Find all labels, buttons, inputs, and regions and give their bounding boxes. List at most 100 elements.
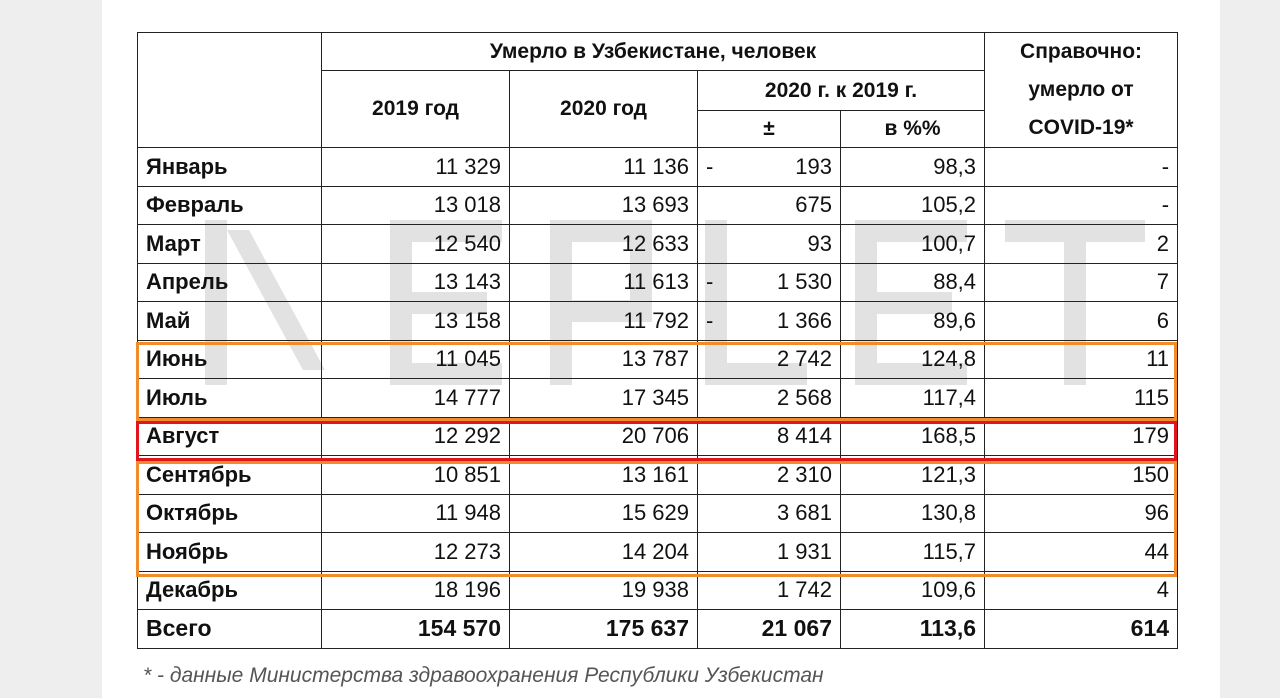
month-cell: Август bbox=[137, 416, 322, 456]
value-2020-cell: 13 787 bbox=[509, 339, 698, 379]
percent-cell: 115,7 bbox=[839, 532, 986, 572]
value-2019-cell: 11 045 bbox=[321, 339, 510, 379]
value-2019-cell: 11 948 bbox=[321, 493, 510, 533]
month-cell: Декабрь bbox=[137, 570, 322, 610]
total-2019: 154 570 bbox=[321, 609, 510, 649]
percent-cell: 109,6 bbox=[839, 570, 986, 610]
percent-cell: 98,3 bbox=[839, 147, 986, 187]
header-ref-line-2: умерло от bbox=[1028, 78, 1134, 101]
diff-value: 1 931 bbox=[776, 538, 832, 564]
header-diff: ± bbox=[697, 110, 841, 148]
month-cell: Ноябрь bbox=[137, 532, 322, 572]
diff-value: 2 568 bbox=[776, 384, 832, 410]
covid-cell: 96 bbox=[984, 493, 1179, 533]
value-2019-cell: 13 158 bbox=[321, 301, 510, 341]
value-2020-cell: 17 345 bbox=[509, 378, 698, 418]
diff-value: 675 bbox=[795, 192, 832, 218]
month-cell: Апрель bbox=[137, 262, 322, 302]
table-row: Январь 11 329 11 136-193 98,3- bbox=[137, 147, 1179, 187]
diff-cell: - 193 bbox=[697, 147, 841, 187]
month-cell: Сентябрь bbox=[137, 455, 322, 495]
value-2019-cell: 12 292 bbox=[321, 416, 510, 456]
header-percent: в %% bbox=[839, 110, 986, 148]
percent-cell: 168,5 bbox=[839, 416, 986, 456]
covid-cell: 2 bbox=[984, 224, 1179, 264]
percent-cell: 124,8 bbox=[839, 339, 986, 379]
header-2020: 2020 год bbox=[509, 70, 698, 148]
value-2020-cell: 19 938 bbox=[509, 570, 698, 610]
value-2019-cell: 12 540 bbox=[321, 224, 510, 264]
diff-cell: 2 568 bbox=[697, 378, 841, 418]
percent-cell: 130,8 bbox=[839, 493, 986, 533]
diff-value: 1 742 bbox=[776, 577, 832, 603]
covid-cell: 179 bbox=[984, 416, 1179, 456]
value-2019-cell: 18 196 bbox=[321, 570, 510, 610]
diff-cell: 8 414 bbox=[697, 416, 841, 456]
diff-cell: 93 bbox=[697, 224, 841, 264]
header-ref-column: Справочно: умерло от COVID-19* bbox=[984, 32, 1179, 148]
percent-cell: 100,7 bbox=[839, 224, 986, 264]
table-row: Февраль 13 018 13 693 675 105,2- bbox=[137, 185, 1179, 225]
percent-cell: 105,2 bbox=[839, 185, 986, 225]
covid-cell: 150 bbox=[984, 455, 1179, 495]
header-group-title: Умерло в Узбекистане, человек bbox=[320, 32, 986, 71]
covid-cell: 44 bbox=[984, 532, 1179, 572]
percent-cell: 89,6 bbox=[839, 301, 986, 341]
diff-value: 2 742 bbox=[776, 346, 832, 372]
header-2019: 2019 год bbox=[321, 70, 510, 148]
value-2019-cell: 10 851 bbox=[321, 455, 510, 495]
diff-cell: - 1 530 bbox=[697, 262, 841, 302]
total-diff: 21 067 bbox=[697, 609, 841, 649]
table-row: Сентябрь 10 851 13 161 2 310 121,3 150 bbox=[137, 455, 1179, 495]
diff-value: 193 bbox=[795, 153, 832, 179]
value-2020-cell: 11 136 bbox=[509, 147, 698, 187]
month-cell: Июль bbox=[137, 378, 322, 418]
diff-value: 1 366 bbox=[776, 307, 832, 333]
covid-cell: 6 bbox=[984, 301, 1179, 341]
total-label: Всего bbox=[137, 609, 322, 649]
minus-sign: - bbox=[706, 153, 714, 179]
table-row: Октябрь 11 948 15 629 3 681 130,8 96 bbox=[137, 493, 1179, 533]
covid-cell: 7 bbox=[984, 262, 1179, 302]
covid-cell: 4 bbox=[984, 570, 1179, 610]
table-row: Декабрь 18 196 19 938 1 742 109,6 4 bbox=[137, 570, 1179, 610]
value-2019-cell: 11 329 bbox=[321, 147, 510, 187]
header-row-3: ± в %% bbox=[138, 110, 1178, 148]
diff-value: 2 310 bbox=[776, 461, 832, 487]
month-cell: Октябрь bbox=[137, 493, 322, 533]
table-row: Август 12 292 20 706 8 414 168,5 179 bbox=[137, 416, 1179, 456]
month-cell: Март bbox=[137, 224, 322, 264]
table-row: Май 13 158 11 792- 1 366 89,6 6 bbox=[137, 301, 1179, 341]
covid-cell: - bbox=[984, 185, 1179, 225]
diff-cell: 1 742 bbox=[697, 570, 841, 610]
minus-sign: - bbox=[706, 269, 714, 295]
diff-cell: 1 931 bbox=[697, 532, 841, 572]
header-compare: 2020 г. к 2019 г. bbox=[696, 70, 986, 111]
header-empty-cell bbox=[137, 32, 322, 148]
percent-cell: 88,4 bbox=[839, 262, 986, 302]
value-2019-cell: 12 273 bbox=[321, 532, 510, 572]
table-row: Март 12 540 12 633 93 100,7 2 bbox=[137, 224, 1179, 264]
value-2020-cell: 12 633 bbox=[509, 224, 698, 264]
value-2020-cell: 13 161 bbox=[509, 455, 698, 495]
value-2019-cell: 13 143 bbox=[321, 262, 510, 302]
diff-value: 1 530 bbox=[776, 269, 832, 295]
value-2020-cell: 11 613 bbox=[509, 262, 698, 302]
header-row-2: 2019 год 2020 год 2020 г. к 2019 г. bbox=[138, 70, 1178, 148]
value-2020-cell: 20 706 bbox=[509, 416, 698, 456]
diff-cell: 3 681 bbox=[697, 493, 841, 533]
month-cell: Февраль bbox=[137, 185, 322, 225]
covid-cell: 11 bbox=[984, 339, 1179, 379]
total-covid: 614 bbox=[984, 609, 1179, 649]
percent-cell: 117,4 bbox=[839, 378, 986, 418]
diff-cell: - 1 366 bbox=[697, 301, 841, 341]
total-percent: 113,6 bbox=[839, 609, 986, 649]
month-cell: Июнь bbox=[137, 339, 322, 379]
value-2020-cell: 15 629 bbox=[509, 493, 698, 533]
table-row: Ноябрь 12 273 14 204 1 931 115,7 44 bbox=[137, 532, 1179, 572]
mortality-table: Умерло в Узбекистане, человек Справочно:… bbox=[137, 32, 1179, 649]
value-2020-cell: 13 693 bbox=[509, 185, 698, 225]
diff-value: 8 414 bbox=[776, 423, 832, 449]
covid-cell: 115 bbox=[984, 378, 1179, 418]
value-2019-cell: 13 018 bbox=[321, 185, 510, 225]
